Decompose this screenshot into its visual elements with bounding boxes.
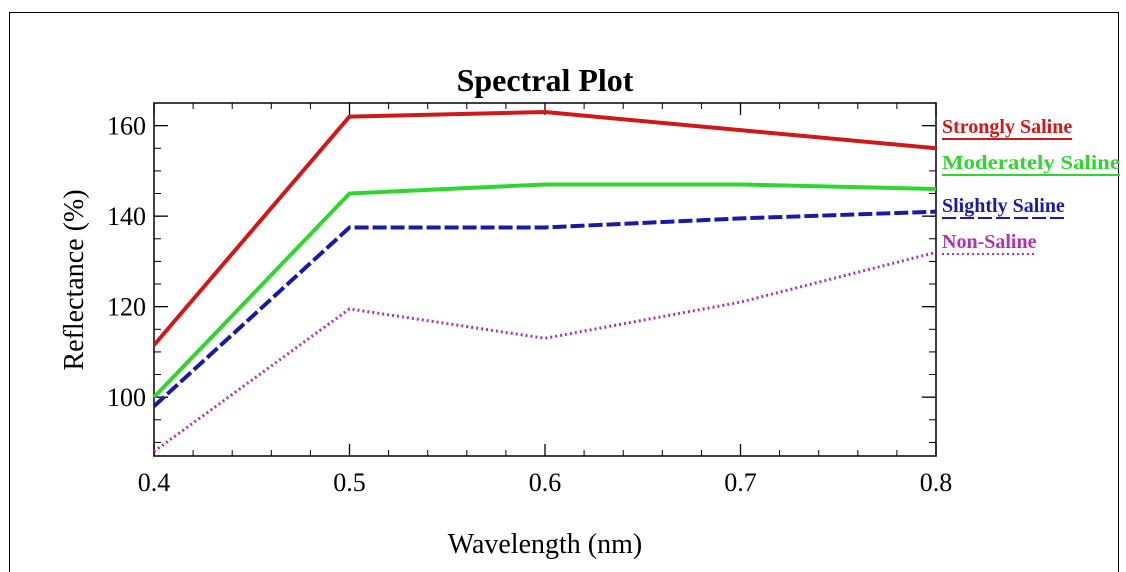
plot-area	[154, 103, 936, 456]
legend-label-slightly-saline: Slightly Saline	[942, 195, 1065, 217]
x-tick-label: 0.5	[333, 468, 366, 497]
x-axis-label: Wavelength (nm)	[448, 529, 642, 560]
legend-label-moderately-saline: Moderately Saline	[942, 152, 1120, 174]
series-line-slightly-saline	[154, 212, 936, 407]
x-tick-label: 0.6	[529, 468, 562, 497]
chart-title: Spectral Plot	[457, 62, 634, 98]
x-tick-label: 0.4	[138, 468, 171, 497]
y-tick-label: 100	[107, 383, 146, 412]
x-tick-label: 0.7	[724, 468, 757, 497]
y-axis-label: Reflectance (%)	[59, 189, 90, 370]
y-tick-label: 120	[107, 293, 146, 322]
legend-label-non-saline: Non-Saline	[942, 231, 1037, 253]
legend-label-strongly-saline: Strongly Saline	[942, 116, 1072, 138]
y-tick-label: 160	[107, 112, 146, 141]
x-tick-label: 0.8	[920, 468, 953, 497]
series-line-non-saline	[154, 252, 936, 451]
y-tick-label: 140	[107, 202, 146, 231]
